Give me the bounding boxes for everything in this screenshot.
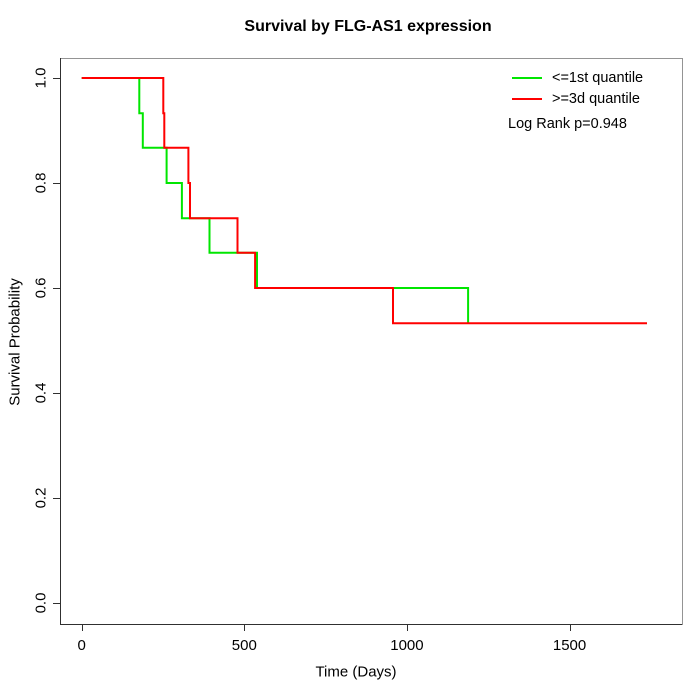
y-tick-label: 1.0 xyxy=(32,67,50,89)
legend-label-1st-quantile: <=1st quantile xyxy=(552,70,644,86)
survival-curve-1st-quantile xyxy=(81,77,470,324)
log-rank-annotation: Log Rank p=0.948 xyxy=(508,116,627,132)
y-tick-label: 0.6 xyxy=(32,277,50,299)
y-tick-label: 0.2 xyxy=(32,487,50,509)
x-tick-label: 500 xyxy=(231,637,257,654)
y-axis-label: Survival Probability xyxy=(6,278,24,406)
y-tick-label: 0.4 xyxy=(32,382,50,404)
y-tick-label: 0.8 xyxy=(32,172,50,194)
survival-curve-3d-quantile xyxy=(81,77,647,325)
x-tick-label: 0 xyxy=(77,637,86,654)
y-tick-label: 0.0 xyxy=(32,592,50,614)
x-tick-label: 1000 xyxy=(390,637,424,654)
plot-box xyxy=(60,58,683,625)
x-axis-label: Time (Days) xyxy=(315,663,397,681)
chart-title: Survival by FLG-AS1 expression xyxy=(244,18,492,35)
legend-label-3d-quantile: >=3d quantile xyxy=(552,91,640,107)
x-tick-label: 1500 xyxy=(552,637,587,654)
